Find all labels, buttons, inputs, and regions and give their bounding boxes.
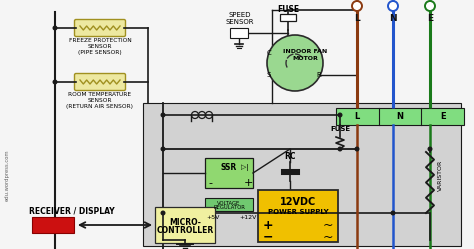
Circle shape [391, 210, 395, 215]
Circle shape [53, 25, 57, 30]
Text: MICRO-: MICRO- [169, 217, 201, 227]
Text: (RETURN AIR SENSOR): (RETURN AIR SENSOR) [66, 104, 134, 109]
Circle shape [337, 113, 343, 118]
Text: VARISTOR: VARISTOR [438, 159, 443, 191]
Circle shape [53, 79, 57, 84]
Text: +5V: +5V [206, 215, 219, 220]
Text: (PIPE SENSOR): (PIPE SENSOR) [78, 50, 122, 55]
Text: INDOOR FAN: INDOOR FAN [283, 49, 327, 54]
Text: SENSOR: SENSOR [88, 98, 112, 103]
Circle shape [355, 146, 359, 151]
Text: RECEIVER / DISPLAY: RECEIVER / DISPLAY [29, 206, 115, 215]
Text: SPEED
SENSOR: SPEED SENSOR [226, 12, 254, 25]
Text: MOTOR: MOTOR [292, 56, 318, 61]
Bar [336, 108, 464, 125]
FancyBboxPatch shape [74, 19, 126, 37]
Circle shape [267, 35, 323, 91]
Circle shape [161, 113, 165, 118]
Text: E: E [440, 112, 446, 121]
Text: +: + [263, 219, 273, 232]
Bar [258, 190, 338, 242]
Text: ~: ~ [323, 219, 333, 232]
FancyBboxPatch shape [74, 73, 126, 90]
Circle shape [161, 146, 165, 151]
Text: C: C [266, 50, 272, 56]
Bar [280, 14, 296, 21]
Text: L: L [355, 112, 360, 121]
Text: RC: RC [284, 152, 296, 161]
Text: +: + [243, 178, 253, 188]
Text: R: R [317, 72, 321, 78]
Text: VOLTAGE: VOLTAGE [218, 201, 241, 206]
Text: REGULATOR: REGULATOR [213, 205, 245, 210]
Text: +12V: +12V [239, 215, 257, 220]
Text: -: - [208, 178, 212, 188]
Text: FREEZE PROTECTION: FREEZE PROTECTION [69, 38, 131, 43]
Text: ▷|: ▷| [241, 164, 249, 171]
Text: N: N [389, 13, 397, 22]
Circle shape [337, 146, 343, 151]
Bar [230, 28, 248, 38]
Text: E: E [427, 13, 433, 22]
Text: ROOM TEMPERATURE: ROOM TEMPERATURE [68, 92, 132, 97]
Bar [32, 217, 74, 233]
Text: CONTROLLER: CONTROLLER [156, 226, 214, 235]
Circle shape [425, 1, 435, 11]
Bar [155, 207, 215, 243]
Text: SENSOR: SENSOR [88, 44, 112, 49]
Text: FUSE: FUSE [330, 126, 350, 132]
Bar [205, 158, 253, 188]
Circle shape [352, 1, 362, 11]
Text: POWER SUPPLY: POWER SUPPLY [268, 209, 328, 215]
Circle shape [161, 210, 165, 215]
Bar [205, 198, 253, 211]
Text: 12VDC: 12VDC [280, 197, 316, 207]
Circle shape [388, 1, 398, 11]
Circle shape [428, 146, 432, 151]
Text: N: N [396, 112, 403, 121]
Text: edu.wordpress.com: edu.wordpress.com [4, 149, 9, 201]
Text: L: L [354, 13, 360, 22]
Text: FUSE: FUSE [277, 5, 299, 14]
Text: S: S [267, 72, 271, 78]
Text: SSR: SSR [221, 163, 237, 172]
Bar [143, 103, 461, 246]
Text: −: − [263, 231, 273, 244]
Text: ~: ~ [323, 231, 333, 244]
